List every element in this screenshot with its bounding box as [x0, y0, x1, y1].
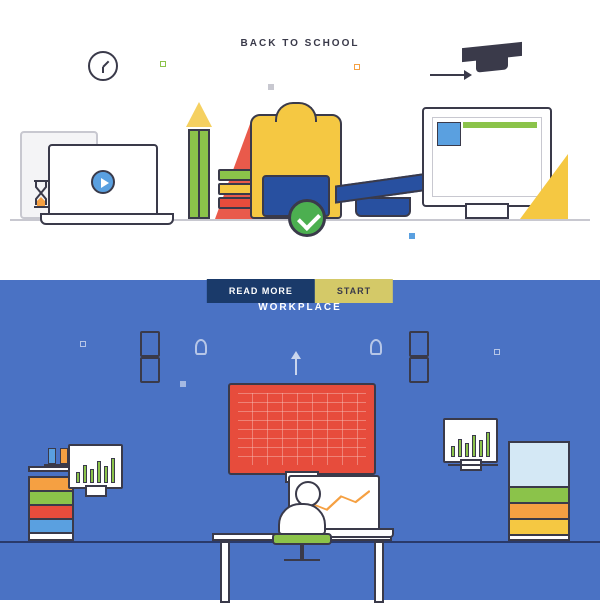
books-icon	[218, 169, 252, 219]
drawer	[510, 504, 568, 520]
binder-icon	[60, 448, 68, 464]
lightbulb-icon	[195, 339, 207, 355]
bar-chart-icon	[76, 455, 115, 483]
checkmark-icon	[288, 199, 326, 237]
read-more-button[interactable]: READ MORE	[207, 279, 315, 303]
drawer	[510, 520, 568, 536]
deco-square	[409, 233, 415, 239]
lightbulb-icon	[370, 339, 382, 355]
laptop-icon	[48, 144, 158, 219]
wall-frames-right	[409, 331, 425, 381]
cabinet-right	[508, 441, 570, 541]
person-icon	[278, 481, 338, 561]
school-scene	[40, 69, 560, 249]
deco-square	[160, 61, 166, 67]
deco-square	[268, 84, 274, 90]
set-square-icon	[520, 154, 568, 219]
drawer	[510, 488, 568, 504]
drawer	[30, 520, 72, 534]
arrow-up-icon	[295, 353, 297, 375]
workplace-panel: READ MORE START WORKPLACE	[0, 280, 600, 600]
book-icon	[218, 169, 252, 181]
graduation-cap-icon	[335, 179, 430, 224]
bar-chart-icon	[451, 429, 490, 457]
shelf-icon	[448, 464, 498, 466]
pencil-icon	[188, 104, 210, 219]
drawer	[30, 478, 72, 492]
main-monitor-icon	[228, 383, 376, 475]
workplace-scene	[40, 331, 560, 571]
drawer	[30, 506, 72, 520]
deco-square	[354, 64, 360, 70]
deco-square	[80, 341, 86, 347]
side-monitor-left	[68, 444, 123, 489]
button-row: READ MORE START	[207, 279, 393, 303]
arrow-right-icon	[430, 74, 470, 76]
top-title: BACK TO SCHOOL	[0, 0, 600, 49]
wall-frames-left	[140, 331, 156, 381]
binder-icon	[48, 448, 56, 464]
deco-square	[180, 381, 186, 387]
clock-icon	[88, 51, 118, 81]
play-icon	[91, 170, 115, 194]
back-to-school-panel: BACK TO SCHOOL	[0, 0, 600, 280]
book-icon	[218, 183, 252, 195]
book-icon	[218, 197, 252, 209]
chair-icon	[272, 533, 332, 545]
start-button[interactable]: START	[315, 279, 393, 303]
drawer	[30, 492, 72, 506]
deco-square	[494, 349, 500, 355]
side-monitor-right	[443, 418, 498, 463]
